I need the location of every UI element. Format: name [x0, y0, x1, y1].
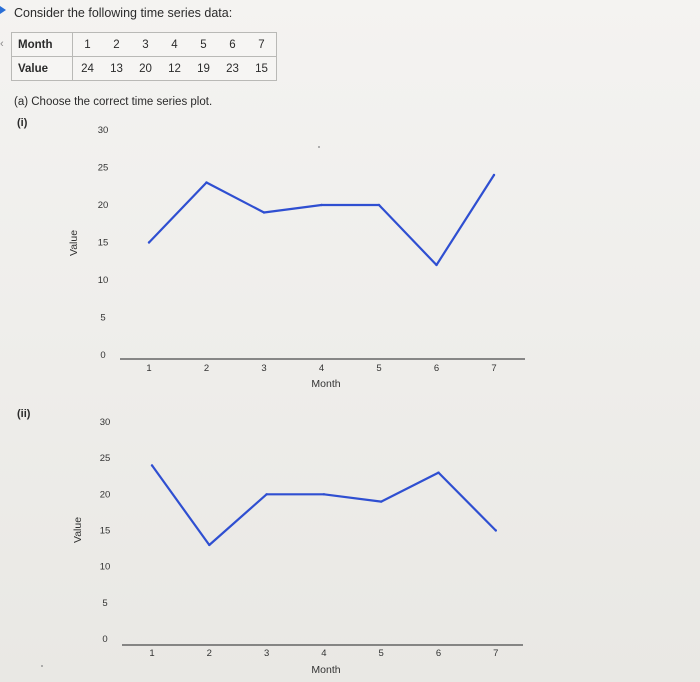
y-tick-label: 15: [100, 526, 111, 537]
x-tick-label: 5: [376, 363, 381, 374]
month-cell: 7: [247, 32, 277, 57]
month-header: Month: [11, 32, 73, 57]
y-axis-label: Value: [72, 517, 84, 543]
series-line: [150, 464, 497, 547]
y-tick-label: 20: [100, 489, 111, 500]
question-part-a: (a) Choose the correct time series plot.: [14, 96, 213, 108]
x-tick-label: 7: [493, 648, 498, 659]
y-axis-label: Value: [68, 230, 80, 256]
data-point: [437, 471, 440, 474]
dust-speck: [41, 665, 43, 667]
data-point: [494, 529, 497, 532]
x-tick-label: 1: [146, 363, 151, 374]
month-row: Month 1 2 3 4 5 6 7: [11, 32, 277, 57]
dust-speck: [318, 146, 320, 148]
data-point: [492, 173, 496, 177]
x-tick-label: 3: [261, 363, 266, 374]
data-point: [208, 543, 211, 547]
month-cell: 5: [189, 32, 218, 57]
option-i-label[interactable]: (i): [17, 117, 28, 129]
data-point: [320, 203, 323, 207]
value-cell: 19: [197, 62, 210, 75]
y-tick-label: 30: [98, 125, 109, 136]
data-point: [150, 464, 154, 467]
y-tick-label: 30: [100, 417, 111, 428]
series-line: [147, 173, 496, 267]
y-tick-label: 0: [102, 634, 107, 645]
y-tick-label: 25: [98, 163, 109, 174]
data-point: [205, 181, 208, 184]
x-tick-label: 1: [149, 648, 154, 659]
value-cell: 24: [81, 62, 94, 75]
data-point: [435, 263, 438, 267]
time-series-table: Month 1 2 3 4 5 6 7 Value 24 13 20 12 19…: [11, 32, 277, 81]
value-cell: 15: [255, 62, 268, 75]
y-tick-label: 20: [98, 200, 109, 211]
y-tick-label: 10: [98, 275, 109, 286]
month-cell: 3: [131, 32, 160, 57]
current-question-marker-icon: [0, 6, 6, 14]
data-point: [322, 493, 326, 496]
month-cell: 6: [218, 32, 247, 57]
x-tick-label: 6: [434, 363, 439, 374]
x-tick-label: 7: [491, 363, 496, 374]
time-series-plot-option-i[interactable]: 0 5 10 15 20 25 30 Value 1 2 3 4 5 6 7 Month: [0, 115, 700, 405]
x-tick-label: 2: [204, 363, 209, 374]
y-tick-label: 5: [102, 598, 107, 609]
month-cell: 1: [72, 32, 102, 57]
x-axis-label: Month: [311, 664, 340, 676]
data-point: [377, 203, 381, 207]
data-point: [380, 500, 383, 503]
x-tick-label: 2: [207, 648, 212, 659]
value-cell: 23: [226, 62, 239, 75]
month-cell: 4: [160, 32, 189, 57]
x-tick-label: 5: [379, 648, 384, 659]
back-arrow-icon[interactable]: ‹: [0, 38, 4, 50]
value-cell: 13: [110, 62, 123, 75]
y-tick-label: 25: [100, 453, 111, 464]
y-tick-label: 15: [98, 238, 109, 249]
x-tick-label: 3: [264, 648, 269, 659]
value-row: Value 24 13 20 12 19 23 15: [11, 56, 277, 81]
data-point: [147, 241, 151, 244]
x-axis-label: Month: [311, 378, 340, 390]
data-point: [265, 493, 268, 496]
value-cell: 20: [139, 62, 152, 75]
option-ii-label[interactable]: (ii): [17, 408, 31, 420]
y-tick-label: 0: [100, 350, 105, 361]
x-tick-label: 4: [319, 363, 324, 374]
value-header: Value: [11, 56, 73, 81]
x-tick-label: 6: [436, 648, 441, 659]
time-series-plot-option-ii[interactable]: 0 5 10 15 20 25 30 Value 1 2 3 4 5 6 7 Month: [0, 405, 700, 680]
x-tick-label: 4: [321, 648, 326, 659]
value-cell: 12: [168, 62, 181, 75]
data-point: [262, 211, 266, 214]
y-tick-label: 5: [100, 313, 105, 324]
y-tick-label: 10: [100, 562, 111, 573]
month-cell: 2: [102, 32, 131, 57]
question-intro: Consider the following time series data:: [14, 6, 233, 20]
